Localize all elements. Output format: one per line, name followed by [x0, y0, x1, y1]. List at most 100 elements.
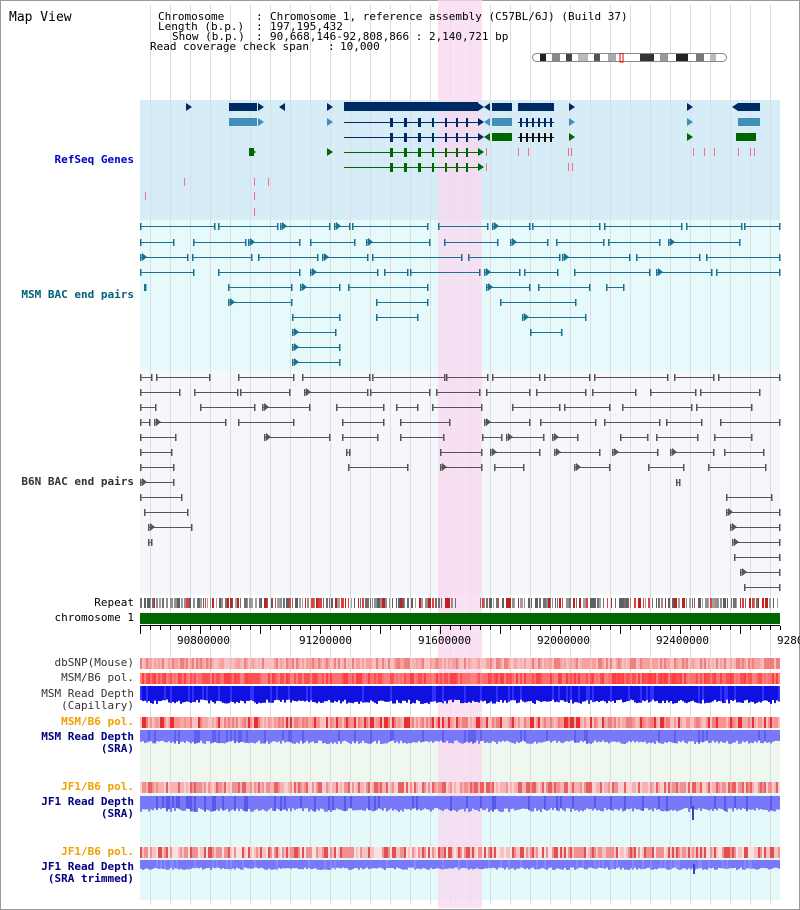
heat-cell — [686, 782, 688, 793]
depth-bar — [158, 730, 160, 742]
heat-cell — [482, 673, 484, 684]
track-label-b6n-bac[interactable]: B6N BAC end pairs — [21, 475, 134, 488]
depth-bar — [680, 796, 682, 811]
heat-cell — [424, 717, 426, 728]
track-label-jf1-read-depth-trimmed[interactable]: JF1 Read Depth — [41, 860, 134, 873]
heat-cell — [396, 782, 398, 793]
depth-bar — [748, 796, 750, 810]
bac-end-arrow — [614, 448, 619, 456]
track-label-msm-bac[interactable]: MSM BAC end pairs — [21, 288, 134, 301]
repeat-element — [745, 598, 746, 608]
heat-cell — [224, 673, 226, 684]
depth-bar — [682, 796, 684, 810]
heat-cell — [230, 782, 232, 793]
depth-bar — [662, 860, 664, 869]
track-label-jf1-b6-pol-2[interactable]: JF1/B6 pol. — [61, 845, 134, 858]
bac-end-mark — [519, 269, 521, 276]
heat-cell — [776, 847, 778, 858]
heat-cell — [180, 717, 182, 728]
repeat-element — [326, 598, 328, 608]
heat-cell — [446, 717, 448, 728]
depth-bar — [382, 860, 384, 869]
depth-bar — [404, 796, 406, 809]
gene-arrow — [484, 118, 490, 126]
depth-bar — [400, 730, 402, 741]
heat-cell — [648, 717, 650, 728]
depth-bar — [310, 860, 312, 870]
heat-cell — [318, 658, 320, 669]
heat-cell — [280, 717, 282, 728]
depth-bar — [260, 686, 262, 704]
heat-cell — [170, 673, 172, 684]
track-label-chromosome[interactable]: chromosome 1 — [54, 611, 134, 624]
heat-cell — [492, 782, 494, 793]
heat-cell — [328, 782, 330, 793]
depth-bar — [696, 730, 698, 742]
repeat-element — [548, 598, 550, 608]
depth-bar — [750, 796, 752, 810]
heat-cell — [634, 658, 636, 669]
depth-bar — [522, 730, 524, 741]
bac-end-mark — [486, 389, 488, 396]
heat-cell — [504, 782, 506, 793]
depth-bar — [264, 730, 266, 744]
depth-bar — [206, 796, 208, 810]
depth-bar — [198, 796, 200, 809]
heat-cell — [286, 673, 288, 684]
heat-cell — [650, 673, 652, 684]
heat-cell — [610, 717, 612, 728]
heat-cell — [630, 782, 632, 793]
track-label-dbsnp[interactable]: dbSNP(Mouse) — [54, 656, 134, 669]
heat-cell — [696, 658, 698, 669]
depth-bar — [288, 860, 290, 869]
depth-bar — [246, 860, 248, 869]
depth-bar — [156, 730, 158, 742]
gene-arrow — [687, 103, 693, 111]
bac-end-mark — [714, 434, 716, 441]
bac-end-mark — [293, 374, 295, 381]
depth-bar — [174, 860, 176, 869]
track-label-msm-read-depth-capillary[interactable]: MSM Read Depth — [41, 687, 134, 700]
heat-cell — [424, 673, 426, 684]
depth-bar — [214, 730, 216, 743]
heat-cell — [416, 673, 418, 684]
depth-bar — [566, 796, 568, 809]
track-label-msm-b6-pol-2[interactable]: MSM/B6 pol. — [61, 715, 134, 728]
depth-bar — [152, 796, 154, 811]
depth-bar — [624, 730, 626, 744]
bac-end-mark — [530, 329, 532, 336]
track-label-repeat[interactable]: Repeat — [94, 596, 134, 609]
depth-bar — [170, 860, 172, 869]
track-label-msm-b6-pol-1[interactable]: MSM/B6 pol. — [61, 671, 134, 684]
depth-bar — [238, 686, 240, 703]
depth-bar — [224, 686, 226, 704]
depth-bar — [676, 686, 678, 703]
repeat-element — [200, 598, 202, 608]
heat-cell — [436, 782, 438, 793]
heat-cell — [700, 717, 702, 728]
track-label-refseq[interactable]: RefSeq Genes — [54, 153, 134, 166]
bac-end-mark — [536, 389, 538, 396]
gene-block — [344, 102, 478, 111]
depth-bar — [306, 860, 308, 870]
heat-cell — [296, 847, 298, 858]
depth-bar — [382, 686, 384, 701]
heat-cell — [316, 673, 318, 684]
depth-bar — [678, 686, 680, 701]
bac-end-mark — [225, 419, 227, 426]
track-label-jf1-read-depth-sra[interactable]: JF1 Read Depth — [41, 795, 134, 808]
heat-cell — [382, 782, 384, 793]
depth-bar — [618, 860, 620, 868]
track-label-msm-read-depth-sra[interactable]: MSM Read Depth — [41, 730, 134, 743]
heat-cell — [556, 658, 558, 669]
chromosome-ideogram[interactable] — [532, 53, 728, 63]
bac-end-mark — [734, 554, 736, 561]
heat-cell — [316, 717, 318, 728]
heat-cell — [768, 717, 770, 728]
depth-bar — [178, 796, 180, 809]
depth-bar — [380, 796, 382, 810]
heat-cell — [396, 717, 398, 728]
heat-cell — [198, 782, 200, 793]
track-label-jf1-b6-pol-1[interactable]: JF1/B6 pol. — [61, 780, 134, 793]
